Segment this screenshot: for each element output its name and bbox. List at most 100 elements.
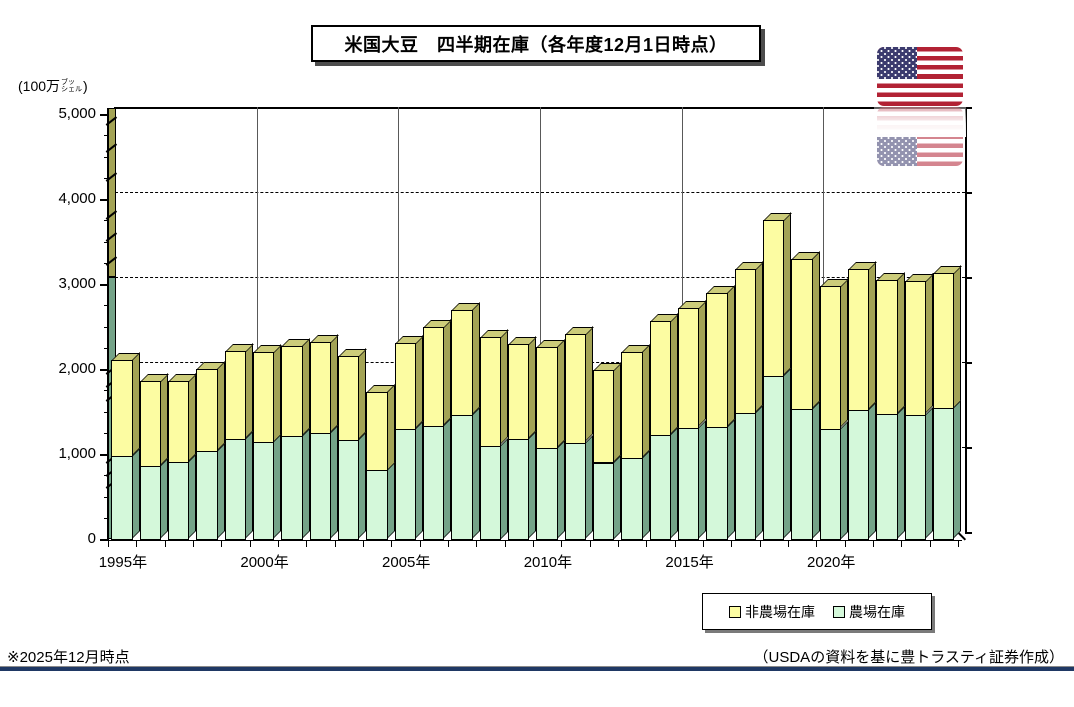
bar-2005-nonfarm-side xyxy=(414,334,423,429)
x-axis-tick xyxy=(703,541,704,547)
y-axis-major-tick xyxy=(100,369,108,371)
y-unit-stack: ブッ シェル xyxy=(61,79,83,93)
gridline-vertical xyxy=(540,107,541,532)
y-tick-label-3,000: 3,000 xyxy=(58,275,96,292)
bar-2003-nonfarm xyxy=(337,355,360,441)
bar-2013-farm xyxy=(621,457,643,540)
bar-2017-nonfarm xyxy=(734,269,756,415)
right-axis-tick xyxy=(965,107,972,109)
y-axis-minor-tick xyxy=(104,432,108,434)
bar-2018-farm-side xyxy=(783,367,792,539)
bar-2021-nonfarm xyxy=(847,269,870,411)
bar-2005-nonfarm xyxy=(394,342,416,430)
bar-2022-nonfarm-side xyxy=(896,271,905,414)
bar-2000-nonfarm xyxy=(252,351,275,444)
bar-2016-nonfarm xyxy=(706,292,728,428)
bar-2001-nonfarm-side xyxy=(301,338,310,437)
bar-1998-nonfarm-side xyxy=(216,361,225,452)
bar-2009-farm-side xyxy=(528,431,537,539)
bar-2024-nonfarm xyxy=(932,272,955,410)
bar-2019-farm-side xyxy=(811,401,820,539)
bar-2002-farm xyxy=(309,433,331,540)
y-unit-suffix: ) xyxy=(83,78,88,94)
bar-2013-farm-side xyxy=(641,449,650,539)
x-axis-tick xyxy=(164,541,166,547)
bar-2008-farm-side xyxy=(499,437,508,539)
y-tick-label-2,000: 2,000 xyxy=(58,360,96,377)
bar-2019-nonfarm-side xyxy=(811,251,820,410)
y-unit-prefix: (100万 xyxy=(18,78,61,94)
bar-2019-nonfarm xyxy=(791,259,813,411)
x-axis-tick xyxy=(334,541,336,547)
us-flag xyxy=(874,47,966,166)
y-tick-label-5,000: 5,000 xyxy=(58,105,96,122)
y-axis-minor-tick xyxy=(104,241,108,243)
x-axis-tick xyxy=(816,541,818,547)
x-axis-tick xyxy=(136,541,138,547)
x-axis-tick xyxy=(929,541,931,547)
bar-2023-farm xyxy=(904,414,926,540)
bar-2016-farm-side xyxy=(726,418,735,539)
legend-box: 非農場在庫 農場在庫 xyxy=(702,593,932,630)
bar-2023-nonfarm xyxy=(904,281,926,416)
y-axis-minor-tick xyxy=(104,177,108,179)
bar-1996-farm-side xyxy=(159,457,168,539)
x-axis-tick xyxy=(646,541,648,547)
bar-1995-nonfarm xyxy=(111,359,133,457)
right-axis-tick xyxy=(965,362,972,364)
x-axis-tick xyxy=(788,541,789,547)
bar-2008-nonfarm xyxy=(479,337,501,447)
bar-2007-farm xyxy=(451,414,473,540)
bar-2008-nonfarm-side xyxy=(499,329,508,446)
bar-2014-nonfarm-side xyxy=(669,312,678,435)
bar-2014-nonfarm xyxy=(649,320,671,436)
x-axis-tick xyxy=(533,541,534,547)
bar-2000-farm xyxy=(252,442,275,540)
bar-1996-nonfarm xyxy=(139,380,161,467)
bar-2003-farm xyxy=(337,439,360,540)
footer-divider-line xyxy=(0,666,1074,671)
bar-2016-farm xyxy=(706,426,728,540)
bar-1997-farm xyxy=(167,461,190,540)
bar-2001-farm xyxy=(281,436,303,540)
bar-2017-farm-side xyxy=(754,405,763,539)
chart-title-box: 米国大豆 四半期在庫（各年度12月1日時点） xyxy=(311,25,761,62)
x-axis-tick xyxy=(561,541,563,547)
x-axis-tick xyxy=(873,541,874,547)
bar-2004-nonfarm xyxy=(366,391,388,472)
gridline-vertical xyxy=(256,107,258,532)
x-axis-tick xyxy=(306,541,308,547)
x-axis-tick xyxy=(958,541,959,547)
bar-1998-farm xyxy=(196,451,218,540)
bar-2010-nonfarm xyxy=(536,346,558,449)
bar-2002-nonfarm xyxy=(309,341,331,435)
y-axis-line xyxy=(107,109,109,541)
legend-item-nonfarm: 非農場在庫 xyxy=(729,602,815,622)
bar-2023-farm-side xyxy=(924,406,933,539)
x-tick-label-2020: 2020年 xyxy=(807,554,856,571)
bar-2016-nonfarm-side xyxy=(726,284,735,427)
us-flag-image xyxy=(877,47,963,106)
bar-2020-farm xyxy=(819,428,841,540)
x-axis-tick xyxy=(759,541,761,547)
bar-2009-nonfarm xyxy=(507,343,530,441)
bar-2009-nonfarm-side xyxy=(528,335,537,440)
bar-2002-nonfarm-side xyxy=(329,333,338,434)
bar-2021-farm-side xyxy=(868,401,877,539)
bar-2017-nonfarm-side xyxy=(754,261,763,414)
y-axis-minor-tick xyxy=(104,411,108,413)
x-axis-tick xyxy=(476,541,478,547)
bar-2001-nonfarm xyxy=(281,346,303,438)
bar-1996-farm xyxy=(139,465,161,540)
bar-1999-farm-side xyxy=(244,431,253,539)
bar-2006-farm-side xyxy=(443,417,452,539)
bar-2004-nonfarm-side xyxy=(386,383,395,471)
bar-2018-farm xyxy=(762,375,785,540)
y-axis-minor-tick xyxy=(104,517,108,519)
x-axis-tick xyxy=(278,541,279,547)
bar-2012-nonfarm xyxy=(592,369,615,464)
bar-2010-farm-side xyxy=(556,439,565,539)
bar-2012-nonfarm-side xyxy=(613,361,622,463)
us-flag-canton xyxy=(877,47,917,79)
y-axis-minor-tick xyxy=(104,135,108,137)
